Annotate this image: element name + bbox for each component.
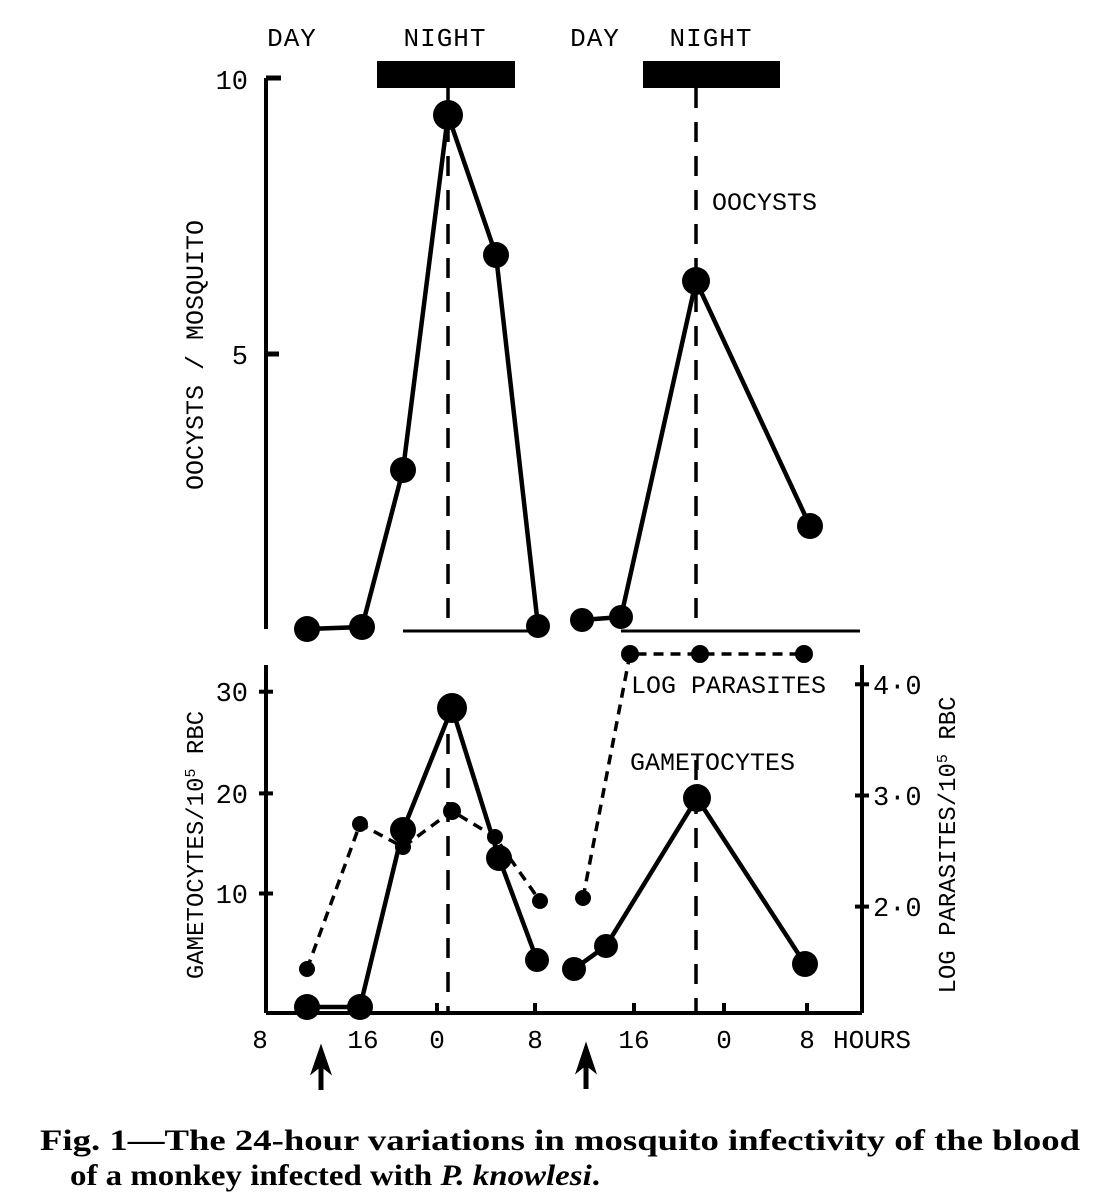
svg-text:NIGHT: NIGHT (669, 24, 752, 54)
svg-text:8: 8 (527, 1026, 543, 1056)
svg-text:Fig. 1—The 24-hour variations: Fig. 1—The 24-hour variations in mosquit… (40, 1124, 1080, 1157)
svg-text:DAY: DAY (570, 24, 620, 54)
svg-text:OOCYSTS: OOCYSTS (712, 189, 817, 218)
svg-text:DAY: DAY (267, 24, 317, 54)
svg-text:30: 30 (216, 680, 248, 710)
svg-text:8: 8 (799, 1026, 815, 1056)
svg-text:4·0: 4·0 (873, 673, 922, 703)
svg-text:GAMETOCYTES: GAMETOCYTES (630, 749, 795, 778)
svg-text:16: 16 (618, 1026, 649, 1056)
svg-text:LOG PARASITES/105 RBC: LOG PARASITES/105 RBC (935, 696, 963, 993)
svg-text:NIGHT: NIGHT (403, 24, 486, 54)
svg-text:10: 10 (216, 882, 248, 912)
svg-text:of a monkey infected with P. k: of a monkey infected with P. knowlesi. (70, 1159, 600, 1192)
svg-text:OOCYSTS / MOSQUITO: OOCYSTS / MOSQUITO (182, 220, 211, 490)
svg-text:HOURS: HOURS (833, 1026, 911, 1056)
svg-text:2·0: 2·0 (873, 895, 922, 925)
svg-text:0: 0 (429, 1026, 445, 1056)
svg-text:GAMETOCYTES/105 RBC: GAMETOCYTES/105 RBC (183, 711, 211, 979)
svg-text:0: 0 (716, 1026, 732, 1056)
svg-text:20: 20 (216, 782, 248, 812)
svg-text:10: 10 (216, 68, 248, 98)
svg-text:8: 8 (252, 1026, 268, 1056)
svg-text:5: 5 (232, 343, 248, 373)
svg-text:3·0: 3·0 (873, 784, 922, 814)
svg-text:LOG PARASITES: LOG PARASITES (631, 672, 826, 701)
svg-text:16: 16 (347, 1026, 378, 1056)
